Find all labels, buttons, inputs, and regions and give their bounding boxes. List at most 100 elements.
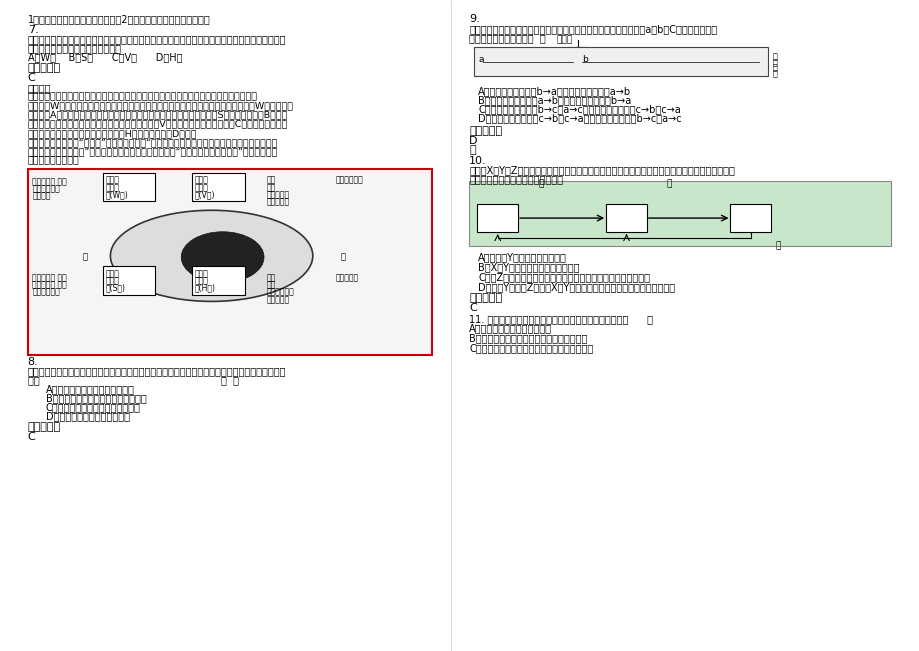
Text: 视觉性: 视觉性 <box>195 176 209 185</box>
Text: 位置: 位置 <box>267 176 276 185</box>
Text: 不能写字: 不能写字 <box>32 191 51 201</box>
Text: D．甲对Y、乙对Z、丙对X和Y都起促进作用，这属于人体的负反馈调节: D．甲对Y、乙对Z、丙对X和Y都起促进作用，这属于人体的负反馈调节 <box>478 282 675 292</box>
Text: 10.: 10. <box>469 156 486 166</box>
Text: 的是                                                          （  ）: 的是 （ ） <box>28 375 238 385</box>
Text: 的新闻，他的大脑受损的区域可能是: 的新闻，他的大脑受损的区域可能是 <box>28 43 121 53</box>
Text: A．若切除Y，则丙的分泌量不变: A．若切除Y，则丙的分泌量不变 <box>478 253 567 262</box>
Text: D: D <box>469 136 477 146</box>
Text: C．若Z代表甲状腺，则幼年时乙和丙过少会导致成年后身材矮小: C．若Z代表甲状腺，则幼年时乙和丙过少会导致成年后身材矮小 <box>478 272 650 282</box>
Text: Z: Z <box>746 210 754 220</box>
Text: 听觉失语症：: 听觉失语症： <box>267 288 294 297</box>
Text: C: C <box>28 432 35 442</box>
Text: 神: 神 <box>772 52 777 61</box>
Text: 参考答案：: 参考答案： <box>28 422 61 432</box>
Text: 流，有关的电流方向是（  ）: 流，有关的电流方向是（ ） <box>469 33 545 43</box>
FancyBboxPatch shape <box>477 204 517 232</box>
Text: 枢(W区): 枢(W区) <box>106 190 129 199</box>
Text: A．W区    B．S区      C．V区      D．H区: A．W区 B．S区 C．V区 D．H区 <box>28 52 182 62</box>
FancyBboxPatch shape <box>28 169 432 355</box>
Text: X: X <box>494 210 501 220</box>
Text: 失写症：损伤: 失写症：损伤 <box>32 184 60 193</box>
Text: 刺激点: 刺激点 <box>556 35 573 44</box>
Text: 纤: 纤 <box>772 64 777 73</box>
Bar <box>469 181 890 246</box>
Text: 人体中组织液生成增多时，就会大量积累在组织细胞间隙导致组织水肿。下列各项不会引起组织水肿: 人体中组织液生成增多时，就会大量积累在组织细胞间隙导致组织水肿。下列各项不会引起… <box>28 366 286 376</box>
Text: 运动性: 运动性 <box>106 269 119 278</box>
Text: 下图中X、Y、Z分别表示人体内三种内分泌腺，甲、乙、丙分别表示它们分泌的激素，箭头表示它们: 下图中X、Y、Z分别表示人体内三种内分泌腺，甲、乙、丙分别表示它们分泌的激素，箭… <box>469 165 734 175</box>
Text: A．结构上看，二者都有单层膜: A．结构上看，二者都有单层膜 <box>469 324 551 333</box>
Text: C．膜内的电流方向是b→c、a→c，膜外的电流方向是c→b、c→a: C．膜内的电流方向是b→c、a→c，膜外的电流方向是c→b、c→a <box>478 104 680 114</box>
Text: 参考答案：: 参考答案： <box>469 126 502 136</box>
Text: D．膜内的电流方向是c→b、c→a，膜外的电流方向是b→c、a→c: D．膜内的电流方向是c→b、c→a，膜外的电流方向是b→c、a→c <box>478 113 681 123</box>
FancyBboxPatch shape <box>103 266 155 295</box>
Text: C．饮食过咸，导致血浆滲透压过高: C．饮食过咸，导致血浆滲透压过高 <box>46 402 141 412</box>
Text: 却读不懂报刊上的新闻”这一信息进行发散思维，结合所学“大脑皮层言语区的功能”的知识展开联: 却读不懂报刊上的新闻”这一信息进行发散思维，结合所学“大脑皮层言语区的功能”的知… <box>28 147 278 156</box>
Text: 之间的关系。下列有关叙述正确的是: 之间的关系。下列有关叙述正确的是 <box>469 174 562 184</box>
Text: 经: 经 <box>772 58 777 67</box>
Text: 1中各个数字代表的过程的名称，图2中各个字母代表的能量的种类。: 1中各个数字代表的过程的名称，图2中各个字母代表的能量的种类。 <box>28 14 210 24</box>
Text: 不能听懂话: 不能听懂话 <box>267 295 289 304</box>
Text: 丙: 丙 <box>775 241 780 250</box>
Text: 运动性失语 损伤: 运动性失语 损伤 <box>32 281 67 290</box>
Text: B．功能上看，二者都与细胞的能量代谢有关: B．功能上看，二者都与细胞的能量代谢有关 <box>469 333 587 343</box>
Text: 书写性: 书写性 <box>106 176 119 185</box>
Text: b: b <box>582 55 587 64</box>
Text: 11. 下列关于线粒体和叶绻体结构和功能的叙述正确的是（      ）: 11. 下列关于线粒体和叶绻体结构和功能的叙述正确的是（ ） <box>469 314 652 324</box>
Text: D．淋巴结发炎，淋巴回流受阻: D．淋巴结发炎，淋巴回流受阻 <box>46 411 130 421</box>
Text: 乙: 乙 <box>666 180 672 189</box>
FancyBboxPatch shape <box>103 173 155 201</box>
Text: 顶下小叶后回: 顶下小叶后回 <box>335 176 363 185</box>
Text: 《详解》W区为书写性语言中枢，由题意信息不能确定大脑某个部位受到损伤的某人，其W区的功能是: 《详解》W区为书写性语言中枢，由题意信息不能确定大脑某个部位受到损伤的某人，其W… <box>28 102 293 111</box>
Text: 参考答案：: 参考答案： <box>469 293 502 303</box>
Text: 去阅读能力: 去阅读能力 <box>267 197 289 206</box>
Text: 语言中: 语言中 <box>106 183 119 192</box>
Text: 略: 略 <box>469 145 475 155</box>
Text: 参考答案：: 参考答案： <box>28 63 61 73</box>
Text: 颞上回后部: 颞上回后部 <box>335 273 358 283</box>
Text: a: a <box>478 55 483 64</box>
Text: 想逐一分析各选项。: 想逐一分析各选项。 <box>28 156 79 165</box>
Text: A．膜内的电流方向是b→a，膜外的电流方向是a→b: A．膜内的电流方向是b→a，膜外的电流方向是a→b <box>478 86 630 96</box>
FancyBboxPatch shape <box>192 266 244 295</box>
Text: 9.: 9. <box>469 14 480 24</box>
Ellipse shape <box>181 232 264 283</box>
Text: C: C <box>469 303 476 312</box>
Text: Y: Y <box>623 210 629 220</box>
Text: 症：不会讲话: 症：不会讲话 <box>32 288 60 297</box>
Text: 前: 前 <box>83 253 87 262</box>
Text: 该人读不懂报刊上的新闻，说明其视觉性语言中枢（V区）受损导致其功能异常，C正确；该人能听懂: 该人读不懂报刊上的新闻，说明其视觉性语言中枢（V区）受损导致其功能异常，C正确；… <box>28 120 288 129</box>
Text: 额中回后部 位置: 额中回后部 位置 <box>32 177 67 186</box>
Text: 损伤: 损伤 <box>267 183 276 192</box>
Text: 据题文和选项的描述可知：该题考查学生对大脑皮层言语区的相关知识的识记和理解能力。: 据题文和选项的描述可知：该题考查学生对大脑皮层言语区的相关知识的识记和理解能力。 <box>28 92 257 102</box>
Text: 维: 维 <box>772 70 777 79</box>
FancyBboxPatch shape <box>606 204 646 232</box>
Text: 听觉性: 听觉性 <box>195 269 209 278</box>
Text: 7.: 7. <box>28 25 39 35</box>
FancyBboxPatch shape <box>730 204 770 232</box>
Text: 《点睛》解答本题的“突破点”在于抓住题干中“能用语言表达自己的思想，也能听懂别人的谈话，: 《点睛》解答本题的“突破点”在于抓住题干中“能用语言表达自己的思想，也能听懂别人… <box>28 138 278 147</box>
FancyBboxPatch shape <box>192 173 244 201</box>
Text: B．X和Y之间仅通过体液调节相联系: B．X和Y之间仅通过体液调节相联系 <box>478 262 579 272</box>
Text: 《分析》: 《分析》 <box>28 83 51 92</box>
Text: 某人的大脑某个部位受到损伤，但能用语言表达自己的思想，也能听懂别人的谈话，却读不懂报刊上: 某人的大脑某个部位受到损伤，但能用语言表达自己的思想，也能听懂别人的谈话，却读不… <box>28 34 286 44</box>
Text: 枢(V区): 枢(V区) <box>195 190 215 199</box>
Text: 语言中: 语言中 <box>106 276 119 285</box>
Bar <box>473 47 767 76</box>
Text: C．从所含的物质上看，二者都含有相同的物质: C．从所含的物质上看，二者都含有相同的物质 <box>469 343 593 353</box>
Text: 语言中: 语言中 <box>195 276 209 285</box>
Text: 甲: 甲 <box>538 180 543 189</box>
Text: B．花粉过敏，使毛细血管通透性增大: B．花粉过敏，使毛细血管通透性增大 <box>46 393 147 403</box>
Text: A．营养不良，血浆蛋白含量减少: A．营养不良，血浆蛋白含量减少 <box>46 384 135 394</box>
Text: 语言中: 语言中 <box>195 183 209 192</box>
Text: 损伤: 损伤 <box>267 281 276 290</box>
Text: 后: 后 <box>340 253 345 262</box>
Text: 枢(S区): 枢(S区) <box>106 283 126 292</box>
Text: 位置: 位置 <box>267 273 276 283</box>
Text: 否正常，A错误；该人能用语言表达自己的思想，说明其运动性语言中枢（S区）功能正常，B错误；: 否正常，A错误；该人能用语言表达自己的思想，说明其运动性语言中枢（S区）功能正常… <box>28 111 288 120</box>
Text: 8.: 8. <box>28 357 39 367</box>
Text: 枢(H区): 枢(H区) <box>195 283 216 292</box>
Text: B．膜内的电流方向是a→b，膜外的电流方向是b→a: B．膜内的电流方向是a→b，膜外的电流方向是b→a <box>478 95 631 105</box>
Ellipse shape <box>110 210 312 301</box>
Text: 额下回后部 位置: 额下回后部 位置 <box>32 273 67 283</box>
Text: 别人的谈话，说明其听觉性语言中枢（H区）功能正常，D错误。: 别人的谈话，说明其听觉性语言中枢（H区）功能正常，D错误。 <box>28 129 197 138</box>
